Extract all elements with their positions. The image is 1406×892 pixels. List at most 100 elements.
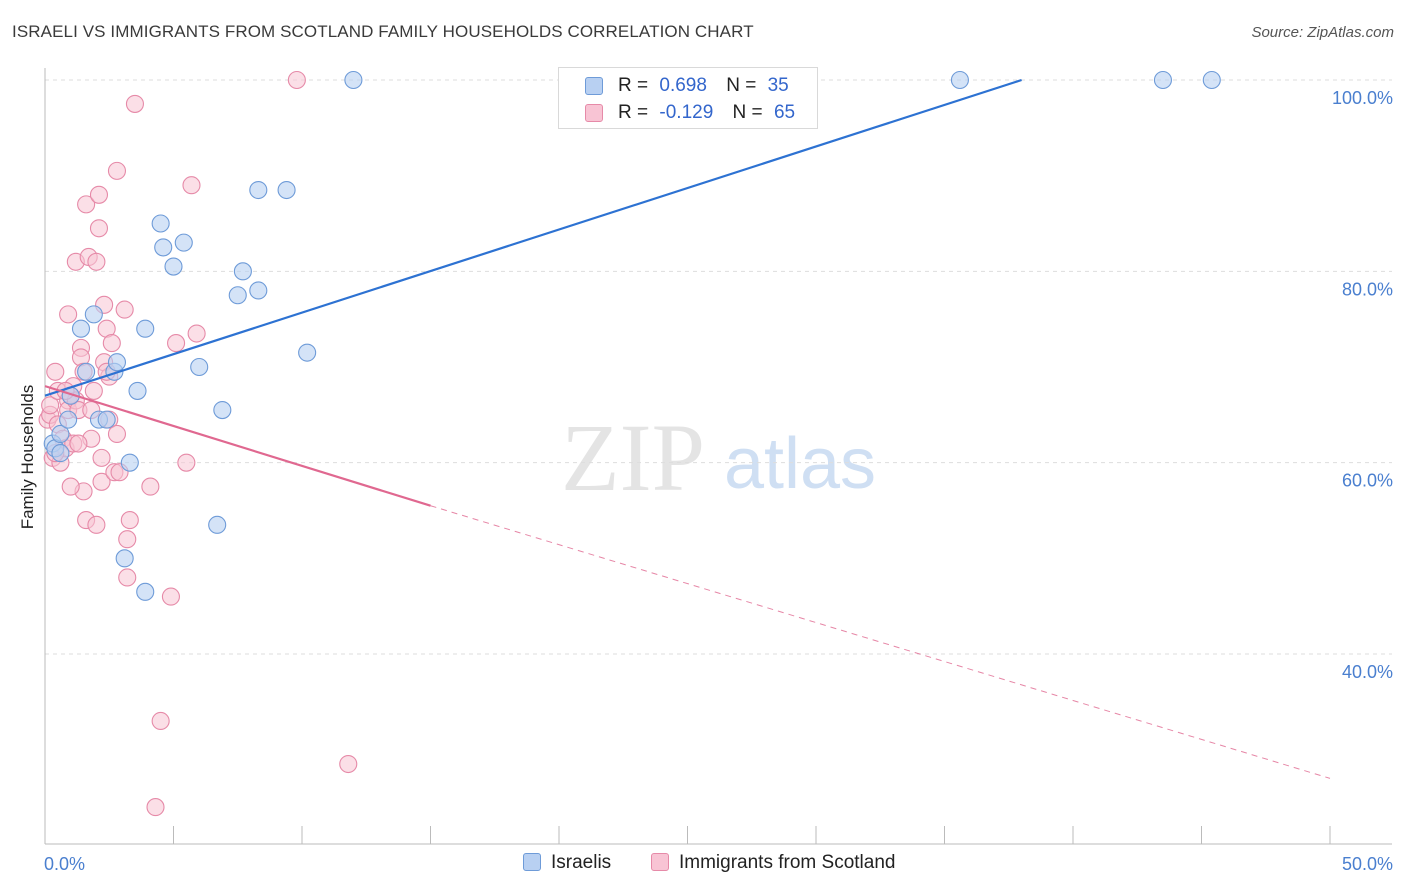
correlation-legend: R = 0.698 N = 35 R = -0.129 N = 65 [558,67,818,129]
legend-n-label: N = [726,75,757,96]
scotland-point [89,219,109,238]
israelis-point [1153,70,1172,90]
x-tick-label-max: 50.0% [1342,854,1393,874]
scotland-point [120,511,139,530]
scotland-point [87,515,106,534]
scotland-point [59,305,78,324]
watermark-atlas: atlas [724,424,876,504]
bottom-legend-israelis: Israelis [523,852,611,874]
scotland-point [339,754,358,774]
israelis-point [190,357,209,377]
israelis-point [51,424,70,444]
scotland-point [187,324,206,343]
israelis-point [97,410,116,429]
axis-layer [44,68,1392,845]
y-tick-label: 80.0% [1342,279,1393,299]
scotland-point [146,798,165,817]
israelis-point [115,549,134,568]
y-tick-label: 40.0% [1342,662,1393,682]
scotland-points [38,70,358,817]
scotland-point [61,477,80,496]
bottom-legend-swatch-scotland [651,853,669,871]
trend-layer [44,78,1331,779]
scotland-point [141,477,160,496]
legend-swatch-israelis [585,77,603,95]
scotland-point [41,396,60,415]
y-tick-label: 100.0% [1332,88,1393,108]
israelis-points [43,70,1221,601]
chart-title: ISRAELI VS IMMIGRANTS FROM SCOTLAND FAMI… [12,22,754,41]
scotland-point [118,530,137,549]
scotland-point [161,587,180,606]
israelis-point [1202,70,1221,90]
legend-r-value: -0.129 [659,102,714,123]
scotland-point [46,362,65,381]
scotland-point [92,448,111,467]
legend-r-label: R = [618,102,649,123]
legend-text-scotland: R = -0.129 N = 65 [618,102,795,124]
israelis-point [233,262,252,281]
israelis-point [128,381,147,400]
watermark-zip: ZIP [561,404,705,511]
israelis-point [136,582,155,601]
scotland-point [115,300,134,319]
scotland-point [89,185,109,204]
bottom-legend-swatch-israelis [523,853,541,871]
scotland-trend-line [44,385,431,507]
scotland-point [177,453,196,472]
israelis-trend-line [44,78,1022,397]
scotland-point [102,334,121,353]
israelis-point [151,214,170,233]
israelis-point [77,362,96,381]
legend-text-israelis: R = 0.698 N = 35 [618,75,789,97]
scotland-point [87,252,106,271]
scotland-point [107,161,127,180]
israelis-point [164,257,183,276]
legend-swatch-scotland [585,104,603,122]
bottom-legend-label-israelis: Israelis [551,852,612,873]
israelis-point [228,286,247,305]
scotland-point [69,434,88,453]
y-tick-label: 60.0% [1342,471,1393,491]
legend-r-value: 0.698 [659,75,707,96]
scotland-point [84,381,103,400]
israelis-point [136,319,155,338]
israelis-point [107,353,127,372]
israelis-point [277,180,296,200]
source-label: Source: ZipAtlas.com [1251,24,1394,41]
scotland-point [182,176,201,195]
bottom-legend-label-scotland: Immigrants from Scotland [679,852,896,873]
israelis-point [344,70,363,90]
israelis-point [71,319,91,338]
scotland-point [125,94,144,113]
israelis-point [154,238,173,257]
israelis-point [51,444,70,463]
scotland-point [287,70,306,90]
legend-n-value: 65 [773,102,796,123]
scotland-point [77,195,96,214]
israelis-point [249,281,268,300]
israelis-point [298,343,317,362]
y-axis-label: Family Households [18,385,37,530]
x-tick-label-min: 0.0% [44,854,85,874]
grid-layer [45,79,1392,655]
scotland-point [118,568,137,587]
israelis-point [59,410,78,429]
israelis-point [950,70,969,90]
legend-r-label: R = [618,75,649,96]
scotland-trend-extension [430,505,1331,779]
israelis-point [120,453,139,472]
israelis-point [208,515,227,534]
legend-n-value: 35 [767,75,789,96]
scotland-point [92,472,111,491]
israelis-point [174,233,193,252]
scotland-point [107,424,127,444]
label-layer: 40.0% 60.0% 80.0% 100.0% 0.0% 50.0% [44,88,1393,874]
israelis-point [84,305,103,324]
scotland-point [151,711,170,731]
israelis-point [249,180,268,200]
scotland-point [167,334,186,353]
bottom-legend-scotland: Immigrants from Scotland [651,852,895,874]
legend-n-label: N = [732,102,763,123]
